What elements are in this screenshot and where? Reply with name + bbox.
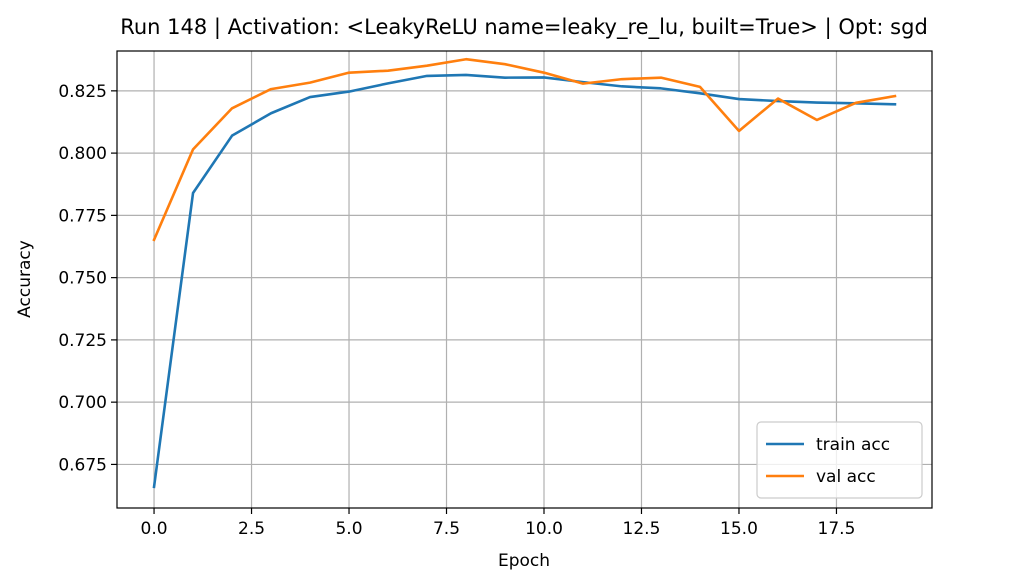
y-tick-label: 0.700	[58, 393, 107, 413]
x-tick-label: 15.0	[720, 519, 758, 539]
y-tick-label: 0.725	[58, 331, 107, 351]
series-lines	[152, 57, 897, 489]
x-axis-title: Epoch	[498, 551, 550, 571]
y-tick-label: 0.825	[58, 82, 107, 102]
grid-lines	[117, 51, 932, 508]
legend-label: val acc	[816, 467, 876, 487]
x-tick-label: 0.0	[141, 519, 168, 539]
x-tick-label: 2.5	[238, 519, 265, 539]
y-tick-label: 0.675	[58, 455, 107, 475]
y-axis-title: Accuracy	[15, 240, 35, 318]
x-tick-label: 7.5	[433, 519, 460, 539]
series-line-train-acc	[152, 73, 897, 489]
x-tick-label: 5.0	[335, 519, 362, 539]
x-axis-ticks: 0.0 2.5 5.0 7.5 10.0 12.5 15.0 17.5	[141, 508, 856, 539]
x-tick-label: 12.5	[623, 519, 661, 539]
x-tick-label: 10.0	[525, 519, 563, 539]
x-tick-label: 17.5	[818, 519, 856, 539]
y-axis-ticks: 0.675 0.700 0.725 0.750 0.775 0.800 0.825	[58, 82, 117, 475]
legend-label: train acc	[816, 435, 890, 455]
legend: train acc val acc	[756, 421, 923, 499]
y-tick-label: 0.750	[58, 269, 107, 289]
plot-frame	[116, 50, 933, 509]
y-tick-label: 0.775	[58, 206, 107, 226]
legend-box	[756, 421, 923, 499]
chart-title: Run 148 | Activation: <LeakyReLU name=le…	[120, 15, 928, 40]
y-tick-label: 0.800	[58, 144, 107, 164]
series-line-val-acc	[152, 57, 897, 242]
